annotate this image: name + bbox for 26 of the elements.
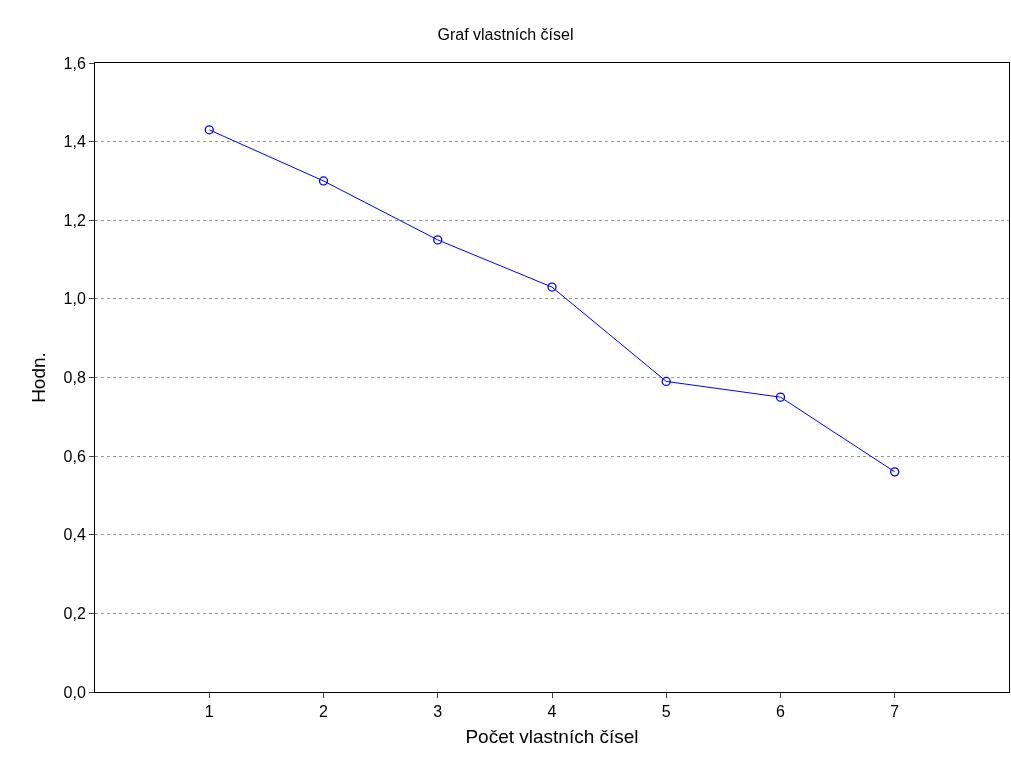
point [890,467,900,477]
x-tick-label: 6 [776,703,786,721]
x-tick-label: 3 [433,703,443,721]
point [318,176,329,186]
point [204,125,214,135]
y-tick-label: 1,4 [63,133,86,151]
y-tick-label: 0,8 [63,369,86,387]
x-axis-title: Počet vlastních čísel [465,726,639,747]
y-axis-title: Hodn. [28,352,50,403]
y-tick-label: 0,4 [63,526,86,544]
y-tick-label: 0,6 [63,447,86,465]
x-tick-label: 7 [890,703,900,721]
y-tick-label: 0,0 [63,683,86,701]
x-tick-label: 5 [661,703,671,721]
chart-title: Graf vlastních čísel [437,25,574,43]
y-tick-label: 1,2 [63,211,86,229]
y-tick-label: 1,6 [63,54,86,72]
y-tick-label: 1,0 [63,290,86,308]
point [433,235,443,245]
x-tick-label: 1 [204,703,214,721]
point [775,392,786,402]
y-tick-label: 0,2 [63,604,86,622]
x-tick-label: 2 [319,703,329,721]
point [661,376,671,387]
x-tick-label: 4 [547,703,557,721]
point [547,282,557,292]
